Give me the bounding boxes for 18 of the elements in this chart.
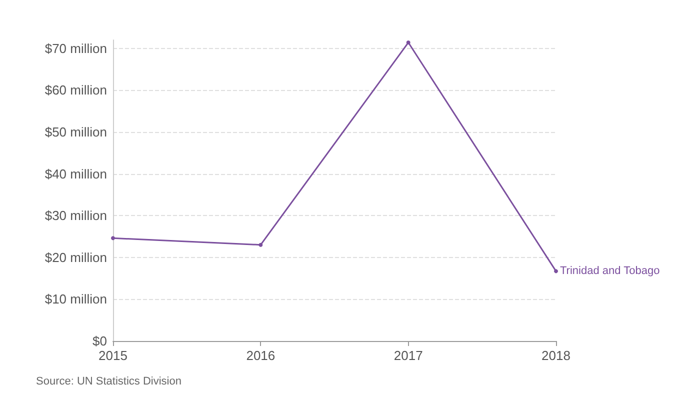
y-tick-label: $50 million [44, 124, 107, 140]
point [554, 269, 558, 274]
x-tick-label: 2015 [98, 348, 128, 363]
y-tick-label: $30 million [44, 208, 107, 224]
source-note: Source: UN Statistics Division [36, 376, 182, 388]
point [111, 236, 115, 240]
y-tick-label: $40 million [44, 166, 107, 182]
y-tick-label: $10 million [44, 292, 107, 307]
point [258, 242, 263, 247]
series-label: Trinidad and Tobago [560, 265, 660, 278]
y-tick-label: $70 million [44, 40, 107, 56]
x-tick-label: 2017 [394, 348, 423, 363]
y-tick-label: $0 [92, 334, 107, 348]
x-tick-label: 2018 [542, 348, 570, 363]
y-tick-label: $60 million [44, 82, 107, 98]
y-tick-label: $20 million [44, 250, 107, 265]
point [406, 40, 410, 45]
x-tick-label: 2016 [246, 348, 276, 363]
